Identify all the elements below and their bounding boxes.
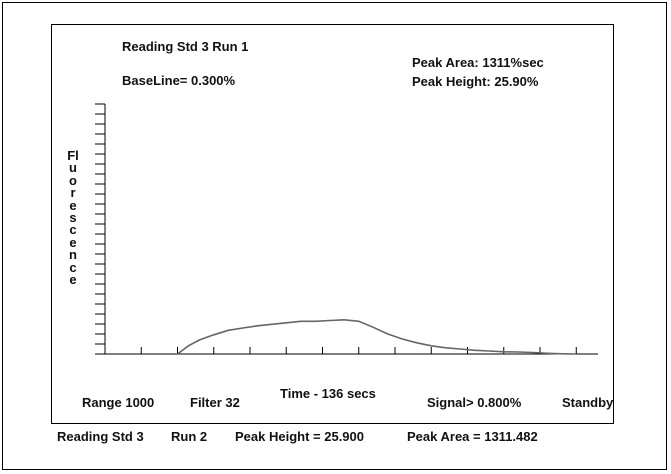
- footer-run-label: Run 2: [171, 429, 208, 444]
- x-axis-label: Time - 136 secs: [280, 386, 376, 401]
- footer-peak-area: Peak Area = 1311.482: [407, 429, 538, 444]
- y-axis-label: Fluorescence: [67, 148, 79, 288]
- peak-height-label: Peak Height: 25.90%: [412, 74, 539, 89]
- outer-frame: [2, 2, 667, 470]
- y-ticks: [95, 103, 105, 355]
- fluorescence-curve: [177, 318, 577, 355]
- peak-area-label: Peak Area: 1311%sec: [412, 55, 544, 70]
- x-ticks: [104, 347, 577, 354]
- status-label: Standby: [562, 395, 614, 410]
- reading-run-label: Reading Std 3 Run 1: [122, 39, 249, 54]
- footer-peak-height: Peak Height = 25.900: [235, 429, 364, 444]
- footer-reading-label: Reading Std 3: [57, 429, 144, 444]
- filter-label: Filter 32: [190, 395, 240, 410]
- baseline-label: BaseLine= 0.300%: [122, 73, 236, 88]
- chart-panel: [51, 24, 614, 424]
- range-label: Range 1000: [82, 395, 155, 410]
- signal-label: Signal> 0.800%: [427, 395, 522, 410]
